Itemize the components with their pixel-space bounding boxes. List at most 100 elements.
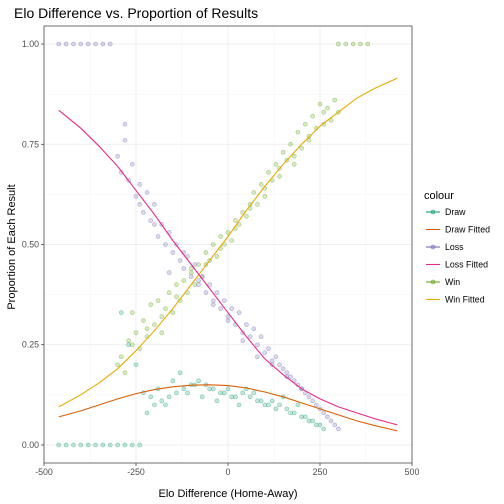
y-tick-label: 0.00 <box>22 440 39 450</box>
y-axis: 0.00 0.25 0.50 0.75 1.00 <box>22 39 44 450</box>
win-point <box>343 41 349 47</box>
x-tick-label: 0 <box>226 467 231 477</box>
loss-point <box>63 41 69 47</box>
win-point <box>181 278 187 283</box>
draw-point <box>284 406 290 412</box>
loss-point <box>133 194 139 199</box>
y-axis-title: Proportion of Each Result <box>6 184 18 309</box>
legend-label-win-fitted: Win Fitted <box>445 295 485 305</box>
loss-point <box>122 137 128 143</box>
loss-point <box>240 338 246 344</box>
win-point <box>350 41 356 47</box>
draw-point <box>218 390 223 396</box>
draw-point <box>177 370 183 376</box>
x-axis: -500 -250 0 250 500 <box>35 463 419 477</box>
loss-point <box>229 306 234 311</box>
win-point <box>229 238 234 243</box>
win-point <box>192 282 198 287</box>
loss-point <box>188 274 194 279</box>
loss-point <box>255 354 260 360</box>
loss-point <box>225 318 231 323</box>
points-layer <box>56 41 371 448</box>
loss-point <box>255 342 260 348</box>
win-point <box>166 290 172 295</box>
loss-point <box>137 182 142 187</box>
draw-point <box>71 442 76 448</box>
loss-point <box>152 202 157 207</box>
draw-point <box>122 442 128 448</box>
draw-fitted-line <box>58 384 398 432</box>
win-point <box>188 270 194 275</box>
draw-point <box>310 418 315 424</box>
win-point <box>306 133 312 139</box>
x-tick-label: 500 <box>405 467 420 477</box>
y-tick-label: 0.50 <box>22 240 39 250</box>
loss-point <box>222 298 227 303</box>
draw-point <box>251 390 257 396</box>
win-point <box>266 170 271 175</box>
draw-point <box>229 394 234 400</box>
win-point <box>115 362 120 368</box>
draw-point <box>78 442 84 448</box>
draw-point <box>306 418 312 424</box>
win-point <box>358 41 363 47</box>
loss-point <box>130 162 135 167</box>
win-point <box>310 113 315 119</box>
legend-label-draw-fitted: Draw Fitted <box>445 225 490 235</box>
draw-point <box>130 442 135 448</box>
win-point <box>170 310 176 315</box>
lines-layer <box>58 77 398 432</box>
loss-point <box>328 418 334 424</box>
legend-key-point-draw <box>430 209 436 215</box>
win-point <box>210 242 216 247</box>
win-point <box>291 153 297 159</box>
loss-point <box>137 202 142 207</box>
loss-point <box>155 234 161 239</box>
legend-label-loss: Loss <box>445 242 464 252</box>
draw-point <box>225 386 231 392</box>
win-point <box>163 306 168 311</box>
draw-point <box>196 378 201 384</box>
loss-point <box>166 270 172 275</box>
loss-point <box>207 282 212 287</box>
draw-point <box>148 394 154 400</box>
draw-point <box>185 390 190 396</box>
loss-point <box>210 302 216 307</box>
draw-point <box>214 398 220 404</box>
win-point <box>258 182 264 187</box>
win-point <box>159 314 165 319</box>
draw-point <box>166 394 172 400</box>
draw-point <box>199 394 205 400</box>
loss-point <box>269 358 275 364</box>
draw-point <box>210 386 216 392</box>
win-point <box>155 298 161 303</box>
draw-point <box>63 442 69 448</box>
draw-point <box>85 442 91 448</box>
loss-point <box>214 290 220 295</box>
loss-point <box>115 153 120 159</box>
win-point <box>174 294 179 299</box>
win-point <box>141 318 146 323</box>
draw-point <box>118 310 124 315</box>
draw-point <box>240 390 246 396</box>
loss-point <box>218 306 223 311</box>
loss-point <box>71 41 76 47</box>
win-point <box>144 326 150 331</box>
draw-point <box>133 362 139 368</box>
win-point <box>291 162 297 167</box>
draw-point <box>222 390 227 396</box>
draw-point <box>170 378 176 384</box>
win-point <box>225 230 231 235</box>
draw-point <box>163 402 168 408</box>
draw-point <box>277 402 282 408</box>
win-point <box>325 105 330 111</box>
win-point <box>130 310 135 315</box>
draw-point <box>115 442 120 448</box>
win-point <box>317 101 323 107</box>
win-point <box>174 282 179 287</box>
loss-point <box>203 290 209 295</box>
draw-point <box>291 410 297 416</box>
win-fitted-line <box>58 77 398 408</box>
plot-area <box>43 25 413 464</box>
x-axis-title: Elo Difference (Home-Away) <box>159 488 298 500</box>
